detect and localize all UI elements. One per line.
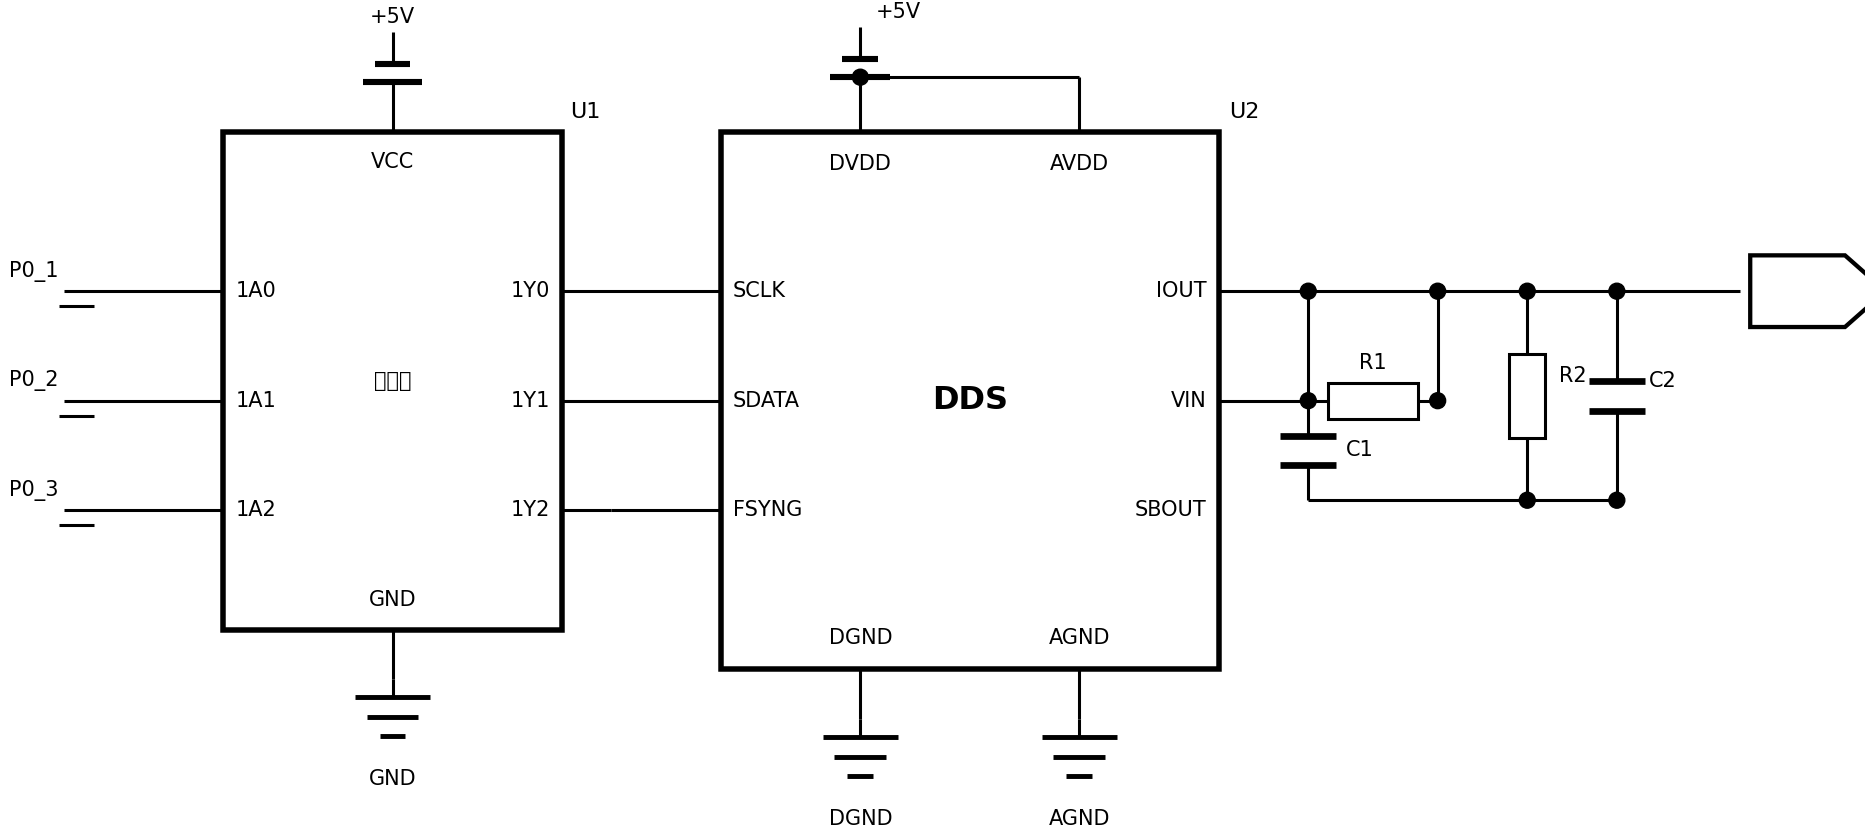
Text: OUT1: OUT1 — [1783, 282, 1843, 301]
Text: AVDD: AVDD — [1050, 154, 1108, 174]
Text: C1: C1 — [1346, 440, 1374, 460]
Text: AGND: AGND — [1049, 809, 1110, 829]
Text: IOUT: IOUT — [1157, 281, 1207, 301]
Text: VIN: VIN — [1172, 391, 1207, 411]
Text: +5V: +5V — [875, 2, 920, 22]
Text: +5V: +5V — [370, 7, 415, 27]
Text: 1Y2: 1Y2 — [510, 500, 549, 520]
Text: SBOUT: SBOUT — [1134, 500, 1207, 520]
Circle shape — [1430, 283, 1445, 299]
Text: U1: U1 — [570, 102, 600, 122]
Text: R1: R1 — [1359, 353, 1387, 373]
Text: 缓冲器: 缓冲器 — [374, 371, 411, 391]
Text: 1Y0: 1Y0 — [510, 281, 549, 301]
Bar — [1510, 354, 1546, 437]
Text: R2: R2 — [1559, 366, 1587, 386]
Circle shape — [1609, 492, 1624, 509]
Text: 1A0: 1A0 — [235, 281, 277, 301]
Text: SCLK: SCLK — [733, 281, 787, 301]
Text: VCC: VCC — [370, 152, 415, 172]
Circle shape — [1519, 283, 1534, 299]
Bar — [721, 132, 1219, 670]
Circle shape — [1301, 283, 1316, 299]
Circle shape — [1430, 393, 1445, 409]
Text: SDATA: SDATA — [733, 391, 800, 411]
Text: GND: GND — [368, 590, 417, 610]
Text: AGND: AGND — [1049, 627, 1110, 647]
Text: 1A1: 1A1 — [235, 391, 277, 411]
Circle shape — [852, 69, 869, 85]
Text: P0_3: P0_3 — [9, 479, 58, 501]
Circle shape — [1609, 283, 1624, 299]
Text: DGND: DGND — [828, 627, 892, 647]
Bar — [1329, 383, 1419, 419]
Text: DGND: DGND — [828, 809, 892, 829]
Circle shape — [1301, 393, 1316, 409]
Circle shape — [1519, 492, 1534, 509]
Text: DDS: DDS — [933, 386, 1007, 416]
Text: 1A2: 1A2 — [235, 500, 277, 520]
Text: FSYNG: FSYNG — [733, 500, 802, 520]
Polygon shape — [1749, 255, 1869, 327]
Text: P0_1: P0_1 — [9, 261, 58, 282]
Text: DVDD: DVDD — [830, 154, 892, 174]
Text: C2: C2 — [1648, 371, 1676, 391]
Bar — [222, 132, 563, 630]
Text: GND: GND — [368, 769, 417, 789]
Text: U2: U2 — [1228, 102, 1260, 122]
Text: 1Y1: 1Y1 — [510, 391, 549, 411]
Text: P0_2: P0_2 — [9, 371, 58, 391]
